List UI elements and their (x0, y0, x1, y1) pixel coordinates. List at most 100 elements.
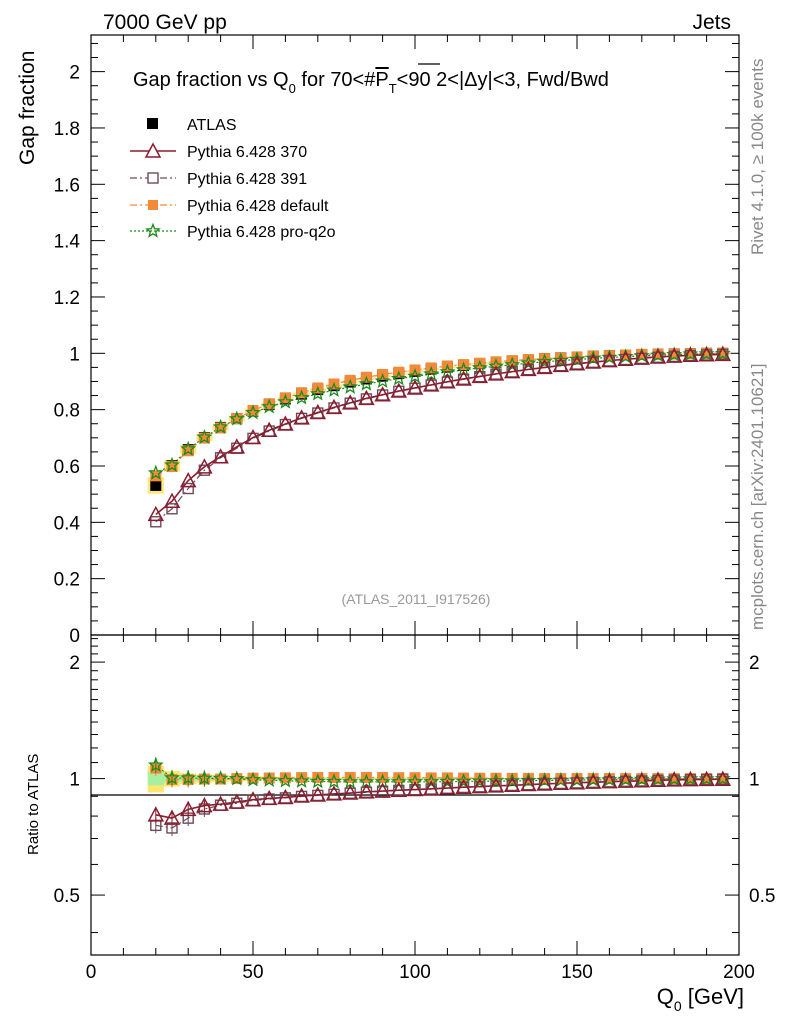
point-pythia-6-428-370 (568, 355, 586, 371)
point-pythia-6-428-370 (228, 438, 246, 454)
point-pythia-6-428-370 (584, 353, 602, 369)
y-axis-label: Gap fraction (16, 51, 39, 165)
point-pythia-6-428-pro-q2o (180, 440, 197, 456)
ratio-point-pythia-6-428-370 (552, 774, 570, 791)
ratio-point-pythia-6-428-391 (506, 779, 518, 792)
point-pythia-6-428-391 (717, 348, 729, 361)
ratio-point-pythia-6-428-default (458, 772, 470, 784)
legend-marker-pythia-370 (144, 142, 162, 158)
ratio-point-pythia-6-428-pro-q2o (488, 772, 504, 788)
mcplots-label: mcplots.cern.ch [arXiv:2401.10621] (748, 364, 767, 630)
point-pythia-6-428-370 (147, 505, 165, 522)
point-pythia-6-428-370 (455, 370, 472, 386)
point-pythia-6-428-370 (633, 349, 651, 365)
ratio-point-pythia-6-428-391 (409, 784, 421, 796)
ratio-point-pythia-6-428-370 (196, 796, 213, 813)
point-pythia-6-428-370 (503, 363, 521, 379)
point-pythia-6-428-default (668, 348, 680, 360)
point-pythia-6-428-370 (293, 409, 310, 425)
ratio-point-pythia-6-428-370 (277, 788, 294, 805)
ratio-point-pythia-6-428-pro-q2o (293, 772, 310, 788)
ratio-y-tick-label-right: 2 (749, 653, 760, 674)
ratio-point-pythia-6-428-pro-q2o (455, 773, 472, 789)
point-pythia-6-428-370 (714, 345, 732, 362)
ratio-point-pythia-6-428-370 (665, 771, 683, 787)
main-series (147, 345, 732, 528)
point-pythia-6-428-pro-q2o (326, 381, 342, 397)
ratio-point-pythia-6-428-391 (603, 776, 616, 788)
ratio-point-pythia-6-428-default (215, 773, 227, 785)
ratio-point-pythia-6-428-391 (457, 781, 470, 794)
ratio-point-pythia-6-428-370 (503, 776, 521, 793)
ratio-point-pythia-6-428-default (360, 771, 372, 783)
main-y-tick-label: 2 (69, 63, 80, 84)
ratio-point-pythia-6-428-391 (522, 779, 535, 791)
ratio-point-pythia-6-428-370 (649, 771, 667, 788)
point-pythia-6-428-370 (179, 472, 197, 488)
x-axis-label-unit: [GeV] (682, 984, 744, 1009)
point-pythia-6-428-pro-q2o (585, 350, 602, 366)
ratio-point-pythia-6-428-default (701, 773, 713, 785)
ratio-point-pythia-6-428-370 (163, 809, 181, 825)
ratio-point-pythia-6-428-391 (571, 777, 583, 789)
ratio-point-pythia-6-428-370 (228, 793, 246, 809)
ratio-point-pythia-6-428-370 (633, 772, 651, 788)
ratio-point-pythia-6-428-pro-q2o (536, 772, 553, 788)
atlas-point (150, 479, 162, 491)
legend-label-pythia-default: Pythia 6.428 default (187, 198, 329, 215)
ratio-point-pythia-6-428-pro-q2o (196, 769, 213, 786)
point-pythia-6-428-370 (341, 394, 359, 410)
ratio-point-pythia-6-428-pro-q2o (228, 770, 245, 786)
point-pythia-6-428-pro-q2o (277, 393, 294, 409)
ratio-point-pythia-6-428-pro-q2o (212, 770, 229, 786)
point-pythia-6-428-pro-q2o (520, 354, 537, 370)
point-pythia-6-428-370 (260, 421, 278, 437)
point-pythia-6-428-370 (309, 403, 327, 420)
point-pythia-6-428-pro-q2o (228, 410, 245, 426)
point-pythia-6-428-default (198, 432, 210, 444)
point-pythia-6-428-pro-q2o (358, 375, 375, 391)
ratio-point-pythia-6-428-391 (376, 785, 389, 798)
ratio-y-tick-label-right: 1 (749, 770, 760, 791)
plot-title: Gap fraction vs Q0 for 70<#PT<90 2<|Δy|<… (133, 69, 609, 96)
ratio-point-pythia-6-428-default (717, 772, 729, 784)
main-ticks: 0 0.2 0.4 0.6 0.8 1 1.2 1.4 1.6 1.8 2 (54, 35, 740, 647)
point-pythia-6-428-370 (617, 350, 634, 366)
ratio-point-pythia-6-428-pro-q2o (471, 772, 488, 788)
main-y-tick-label: 0.2 (54, 570, 80, 591)
ratio-point-pythia-6-428-default (344, 771, 356, 783)
ratio-point-pythia-6-428-default (684, 773, 696, 785)
point-pythia-6-428-pro-q2o (504, 356, 521, 372)
point-pythia-6-428-370 (422, 376, 440, 392)
main-panel: 0 0.2 0.4 0.6 0.8 1 1.2 1.4 1.6 1.8 2 (ATLAS_2011_… (54, 34, 740, 647)
point-pythia-6-428-default (279, 392, 291, 404)
ratio-point-pythia-6-428-370 (341, 784, 359, 800)
point-pythia-6-428-pro-q2o (261, 398, 278, 414)
ratio-point-pythia-6-428-pro-q2o (309, 773, 326, 789)
ratio-point-pythia-6-428-370 (260, 789, 278, 806)
ratio-point-pythia-6-428-370 (682, 771, 699, 787)
ratio-point-pythia-6-428-370 (601, 773, 618, 789)
ratio-point-pythia-6-428-391 (652, 774, 664, 787)
ratio-point-pythia-6-428-391 (490, 780, 502, 792)
ratio-point-pythia-6-428-pro-q2o (326, 773, 342, 789)
main-y-tick-label: 1.6 (54, 175, 80, 196)
point-pythia-6-428-pro-q2o (374, 372, 391, 388)
ratio-point-pythia-6-428-391 (636, 775, 648, 787)
ratio-point-pythia-6-428-default (312, 771, 324, 783)
ratio-point-pythia-6-428-370 (390, 781, 408, 797)
legend-entry-atlas: ATLAS (147, 117, 237, 134)
point-pythia-6-428-370 (601, 352, 618, 368)
point-pythia-6-428-default (247, 404, 259, 416)
analysis-watermark: (ATLAS_2011_I917526) (342, 591, 491, 607)
point-pythia-6-428-370 (682, 346, 699, 363)
ratio-point-pythia-6-428-391 (344, 787, 356, 799)
point-pythia-6-428-pro-q2o (212, 418, 229, 434)
legend-entry-pythia-370: Pythia 6.428 370 (130, 142, 307, 161)
point-pythia-6-428-370 (244, 428, 262, 445)
ratio-point-pythia-6-428-370 (244, 791, 262, 807)
main-y-tick-label: 0.6 (54, 457, 80, 478)
point-pythia-6-428-default (263, 398, 275, 410)
ratio-point-pythia-6-428-391 (668, 774, 680, 786)
ratio-point-pythia-6-428-default (296, 772, 308, 784)
